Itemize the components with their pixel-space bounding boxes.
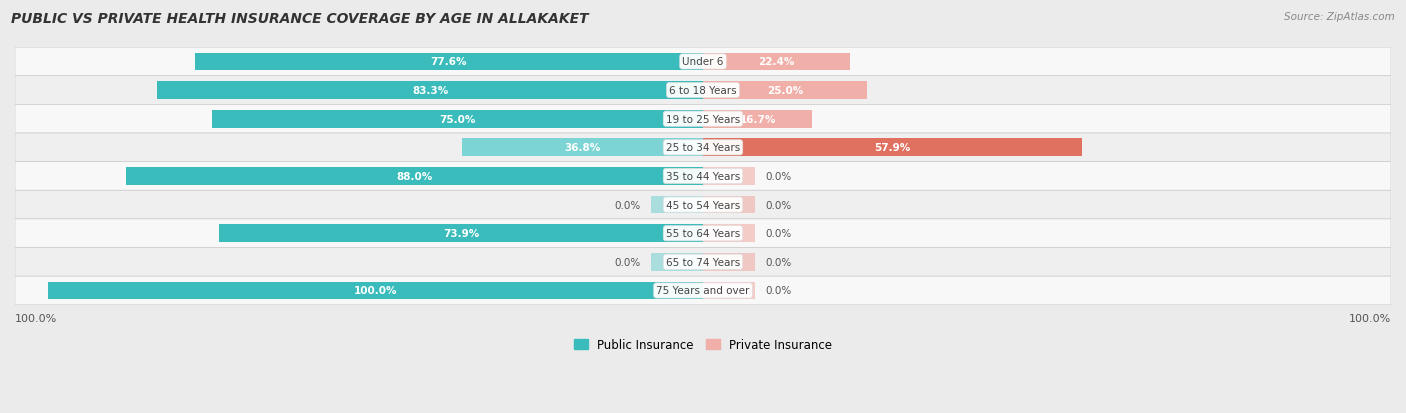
Text: Source: ZipAtlas.com: Source: ZipAtlas.com (1284, 12, 1395, 22)
Text: 77.6%: 77.6% (430, 57, 467, 67)
Bar (48, 282, 703, 299)
Text: 73.9%: 73.9% (443, 229, 479, 239)
Text: 25.0%: 25.0% (766, 86, 803, 96)
Text: 100.0%: 100.0% (1348, 313, 1391, 324)
FancyBboxPatch shape (15, 219, 1391, 248)
Bar (157, 82, 703, 100)
Bar (651, 253, 703, 271)
Text: 35 to 44 Years: 35 to 44 Years (666, 171, 740, 182)
Text: 0.0%: 0.0% (614, 257, 641, 267)
Text: 0.0%: 0.0% (765, 171, 792, 182)
Text: 0.0%: 0.0% (614, 200, 641, 210)
Text: 45 to 54 Years: 45 to 54 Years (666, 200, 740, 210)
Text: 0.0%: 0.0% (765, 229, 792, 239)
Bar (703, 253, 755, 271)
Bar (194, 53, 703, 71)
Text: 75 Years and over: 75 Years and over (657, 286, 749, 296)
FancyBboxPatch shape (15, 105, 1391, 134)
FancyBboxPatch shape (15, 162, 1391, 191)
Text: 19 to 25 Years: 19 to 25 Years (666, 114, 740, 124)
Bar (211, 111, 703, 128)
FancyBboxPatch shape (15, 276, 1391, 305)
Bar (703, 139, 1083, 157)
Text: PUBLIC VS PRIVATE HEALTH INSURANCE COVERAGE BY AGE IN ALLAKAKET: PUBLIC VS PRIVATE HEALTH INSURANCE COVER… (11, 12, 589, 26)
Text: 16.7%: 16.7% (740, 114, 776, 124)
Text: 65 to 74 Years: 65 to 74 Years (666, 257, 740, 267)
Text: 57.9%: 57.9% (875, 143, 911, 153)
Text: 100.0%: 100.0% (15, 313, 58, 324)
Text: 100.0%: 100.0% (354, 286, 396, 296)
Legend: Public Insurance, Private Insurance: Public Insurance, Private Insurance (569, 333, 837, 356)
Text: 36.8%: 36.8% (564, 143, 600, 153)
Text: 25 to 34 Years: 25 to 34 Years (666, 143, 740, 153)
Text: 0.0%: 0.0% (765, 200, 792, 210)
Text: 83.3%: 83.3% (412, 86, 449, 96)
Bar (127, 168, 703, 185)
Bar (703, 168, 755, 185)
Bar (703, 82, 868, 100)
Bar (219, 225, 703, 242)
Bar (703, 53, 849, 71)
FancyBboxPatch shape (15, 134, 1391, 162)
Bar (463, 139, 703, 157)
Bar (703, 196, 755, 214)
Bar (703, 282, 755, 299)
Text: 75.0%: 75.0% (439, 114, 475, 124)
Text: 0.0%: 0.0% (765, 286, 792, 296)
Bar (703, 225, 755, 242)
Text: 55 to 64 Years: 55 to 64 Years (666, 229, 740, 239)
FancyBboxPatch shape (15, 191, 1391, 219)
FancyBboxPatch shape (15, 48, 1391, 76)
Text: 6 to 18 Years: 6 to 18 Years (669, 86, 737, 96)
Text: 22.4%: 22.4% (758, 57, 794, 67)
Text: Under 6: Under 6 (682, 57, 724, 67)
FancyBboxPatch shape (15, 248, 1391, 276)
Text: 0.0%: 0.0% (765, 257, 792, 267)
Bar (651, 196, 703, 214)
Bar (703, 111, 813, 128)
Text: 88.0%: 88.0% (396, 171, 433, 182)
FancyBboxPatch shape (15, 76, 1391, 105)
